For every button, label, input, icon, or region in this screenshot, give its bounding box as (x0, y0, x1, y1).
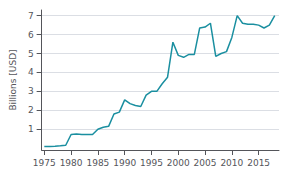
svg-text:6: 6 (28, 30, 34, 40)
svg-text:1980: 1980 (60, 158, 83, 168)
svg-text:2005: 2005 (194, 158, 217, 168)
svg-text:2015: 2015 (247, 158, 270, 168)
svg-text:1975: 1975 (33, 158, 56, 168)
svg-text:Billions [USD]: Billions [USD] (8, 49, 18, 110)
svg-text:2: 2 (28, 105, 34, 115)
svg-text:1990: 1990 (113, 158, 136, 168)
svg-text:5: 5 (28, 49, 34, 59)
svg-text:1985: 1985 (86, 158, 109, 168)
svg-text:4: 4 (28, 67, 34, 77)
svg-text:2010: 2010 (220, 158, 243, 168)
svg-text:2000: 2000 (167, 158, 190, 168)
svg-text:1995: 1995 (140, 158, 163, 168)
svg-text:1: 1 (28, 124, 34, 134)
svg-text:7: 7 (28, 11, 34, 21)
svg-text:3: 3 (28, 86, 34, 96)
